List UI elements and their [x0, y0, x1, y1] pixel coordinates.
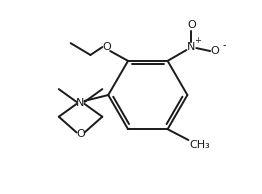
Text: -: -: [222, 40, 226, 50]
Text: O: O: [187, 20, 196, 30]
Text: O: O: [211, 46, 220, 56]
Text: N: N: [76, 98, 85, 108]
Text: +: +: [194, 36, 201, 45]
Text: O: O: [102, 42, 111, 52]
Text: O: O: [76, 129, 85, 139]
Text: N: N: [187, 42, 195, 52]
Text: CH₃: CH₃: [189, 140, 210, 150]
